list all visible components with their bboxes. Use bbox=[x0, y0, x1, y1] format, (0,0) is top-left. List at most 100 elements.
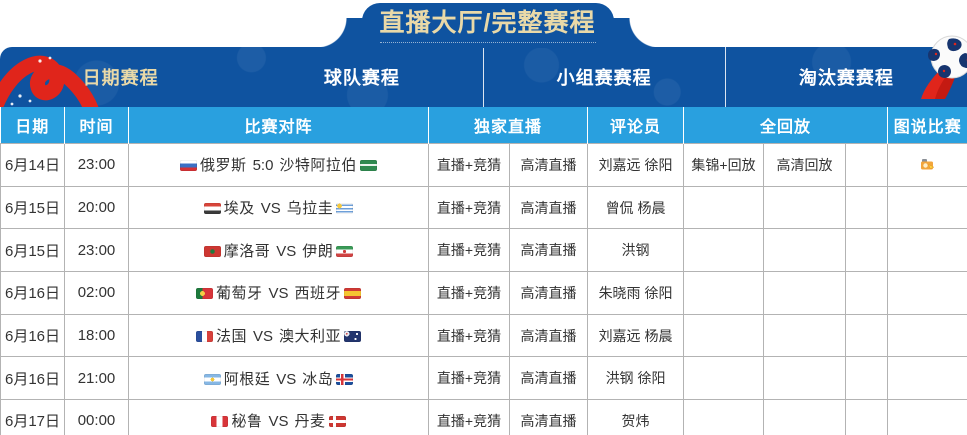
commentators-cell: 刘嘉远 徐阳 bbox=[587, 143, 685, 187]
live-bet-cell[interactable]: 直播+竞猜 bbox=[428, 356, 510, 401]
match-score: VS bbox=[268, 413, 289, 431]
header-full-replay: 全回放 bbox=[683, 107, 888, 144]
highlights-replay-cell[interactable] bbox=[683, 313, 765, 358]
tab-4[interactable]: 淘汰赛赛程 bbox=[724, 47, 967, 107]
header-time: 时间 bbox=[64, 107, 129, 144]
schedule-header: 日期 时间 比赛对阵 独家直播 评论员 全回放 图说比赛 bbox=[0, 107, 967, 144]
match-score: VS bbox=[260, 200, 281, 218]
hd-replay-cell[interactable] bbox=[763, 356, 847, 401]
match-cell[interactable]: 阿根廷 VS 冰岛 bbox=[128, 356, 429, 401]
home-team-name: 摩洛哥 bbox=[223, 242, 271, 260]
match-cell[interactable]: 法国 VS 澳大利亚 bbox=[128, 313, 429, 358]
spacer-cell bbox=[845, 313, 889, 358]
header-commentator: 评论员 bbox=[587, 107, 684, 144]
date-cell: 6月17日 bbox=[0, 399, 65, 435]
live-bet-cell[interactable]: 直播+竞猜 bbox=[428, 228, 510, 273]
table-row: 6月16日 02:00 葡萄牙 VS 西班牙 直播+竞猜 高清直播 朱晓雨 徐阳 bbox=[0, 271, 967, 315]
table-row: 6月14日 23:00 俄罗斯 5:0 沙特阿拉伯 直播+竞猜 高清直播 刘嘉远 徐… bbox=[0, 143, 967, 187]
date-cell: 6月15日 bbox=[0, 185, 65, 230]
tab-2[interactable]: 球队赛程 bbox=[241, 47, 482, 107]
live-bet-cell[interactable]: 直播+竞猜 bbox=[428, 185, 510, 230]
photo-cell[interactable] bbox=[887, 143, 967, 187]
home-team-flag-icon bbox=[195, 331, 213, 343]
nav-tab-label: 小组赛赛程 bbox=[556, 68, 652, 88]
match-cell[interactable]: 秘鲁 VS 丹麦 bbox=[128, 399, 429, 435]
highlights-replay-cell[interactable] bbox=[683, 228, 765, 273]
photo-cell[interactable] bbox=[887, 313, 967, 358]
time-cell: 00:00 bbox=[64, 399, 129, 435]
photo-cell[interactable] bbox=[887, 228, 967, 273]
hd-replay-cell[interactable] bbox=[763, 313, 847, 358]
hd-live-cell[interactable]: 高清直播 bbox=[508, 271, 589, 315]
highlights-replay-cell[interactable]: 集锦+回放 bbox=[683, 143, 765, 187]
home-team-flag-icon bbox=[203, 373, 221, 385]
nav-tab-label: 球队赛程 bbox=[323, 68, 400, 88]
commentators-cell: 朱晓雨 徐阳 bbox=[587, 271, 685, 315]
hd-live-cell[interactable]: 高清直播 bbox=[508, 185, 589, 230]
tab-3[interactable]: 小组赛赛程 bbox=[482, 47, 725, 107]
match-cell[interactable]: 俄罗斯 5:0 沙特阿拉伯 bbox=[128, 143, 429, 187]
schedule-table: 日期 时间 比赛对阵 独家直播 评论员 全回放 图说比赛 6月14日 23:00… bbox=[0, 107, 967, 435]
home-team-name: 葡萄牙 bbox=[215, 285, 263, 303]
away-team-name: 沙特阿拉伯 bbox=[279, 157, 357, 175]
tab-bar: 日期赛程 球队赛程 小组赛赛程 淘汰赛赛程 bbox=[0, 47, 967, 107]
live-bet-cell[interactable]: 直播+竞猜 bbox=[428, 399, 510, 435]
spacer-cell bbox=[845, 143, 889, 187]
hd-live-cell[interactable]: 高清直播 bbox=[508, 356, 589, 401]
table-row: 6月15日 23:00 摩洛哥 VS 伊朗 直播+竞猜 高清直播 洪钢 bbox=[0, 228, 967, 273]
photo-cell[interactable] bbox=[887, 271, 967, 315]
highlights-replay-cell[interactable] bbox=[683, 356, 765, 401]
header-exclusive-live: 独家直播 bbox=[427, 107, 588, 144]
home-team-flag-icon bbox=[180, 160, 198, 172]
away-team-flag-icon bbox=[336, 373, 354, 385]
nav-tab-label: 淘汰赛赛程 bbox=[798, 68, 894, 88]
photo-cell[interactable] bbox=[887, 356, 967, 401]
highlights-replay-cell[interactable] bbox=[683, 271, 765, 315]
home-team-flag-icon bbox=[195, 288, 213, 300]
away-team-name: 西班牙 bbox=[294, 285, 342, 303]
schedule-nav-bar: 日期赛程 球队赛程 小组赛赛程 淘汰赛赛程 bbox=[0, 47, 967, 107]
match-score: 5:0 bbox=[252, 157, 274, 175]
commentators-cell: 曾侃 杨晨 bbox=[587, 185, 685, 230]
match-cell[interactable]: 埃及 VS 乌拉圭 bbox=[128, 185, 429, 230]
table-row: 6月16日 21:00 阿根廷 VS 冰岛 直播+竞猜 高清直播 洪钢 徐阳 bbox=[0, 356, 967, 401]
title-underline bbox=[379, 41, 596, 43]
live-bet-cell[interactable]: 直播+竞猜 bbox=[428, 313, 510, 358]
tab-1[interactable]: 日期赛程 bbox=[0, 47, 241, 107]
hd-replay-cell[interactable] bbox=[763, 185, 847, 230]
hd-live-cell[interactable]: 高清直播 bbox=[508, 228, 589, 273]
away-team-flag-icon bbox=[336, 203, 354, 215]
spacer-cell bbox=[845, 228, 889, 273]
match-score: VS bbox=[276, 242, 297, 260]
hd-replay-cell[interactable] bbox=[763, 228, 847, 273]
time-cell: 18:00 bbox=[64, 313, 129, 358]
time-cell: 20:00 bbox=[64, 185, 129, 230]
highlights-replay-cell[interactable] bbox=[683, 399, 765, 435]
commentators-cell: 贺炜 bbox=[587, 399, 685, 435]
highlights-replay-cell[interactable] bbox=[683, 185, 765, 230]
live-bet-cell[interactable]: 直播+竞猜 bbox=[428, 143, 510, 187]
away-team-name: 冰岛 bbox=[302, 370, 334, 388]
time-cell: 21:00 bbox=[64, 356, 129, 401]
date-cell: 6月16日 bbox=[0, 356, 65, 401]
time-cell: 23:00 bbox=[64, 143, 129, 187]
hd-replay-cell[interactable] bbox=[763, 399, 847, 435]
table-row: 6月16日 18:00 法国 VS 澳大利亚 直播+竞猜 高清直播 刘嘉远 杨晨 bbox=[0, 313, 967, 358]
hd-replay-cell[interactable] bbox=[763, 271, 847, 315]
live-bet-cell[interactable]: 直播+竞猜 bbox=[428, 271, 510, 315]
photo-cell[interactable] bbox=[887, 185, 967, 230]
hd-live-cell[interactable]: 高清直播 bbox=[508, 399, 589, 435]
camera-icon[interactable] bbox=[921, 158, 935, 170]
match-cell[interactable]: 葡萄牙 VS 西班牙 bbox=[128, 271, 429, 315]
match-score: VS bbox=[268, 285, 289, 303]
photo-cell[interactable] bbox=[887, 399, 967, 435]
schedule-body: 6月14日 23:00 俄罗斯 5:0 沙特阿拉伯 直播+竞猜 高清直播 刘嘉远 徐… bbox=[0, 143, 967, 435]
match-cell[interactable]: 摩洛哥 VS 伊朗 bbox=[128, 228, 429, 273]
away-team-flag-icon bbox=[328, 416, 346, 428]
hd-live-cell[interactable]: 高清直播 bbox=[508, 143, 589, 187]
hd-replay-cell[interactable]: 高清回放 bbox=[763, 143, 847, 187]
home-team-name: 秘鲁 bbox=[231, 413, 263, 431]
spacer-cell bbox=[845, 271, 889, 315]
hd-live-cell[interactable]: 高清直播 bbox=[508, 313, 589, 358]
header-match: 比赛对阵 bbox=[128, 107, 429, 144]
